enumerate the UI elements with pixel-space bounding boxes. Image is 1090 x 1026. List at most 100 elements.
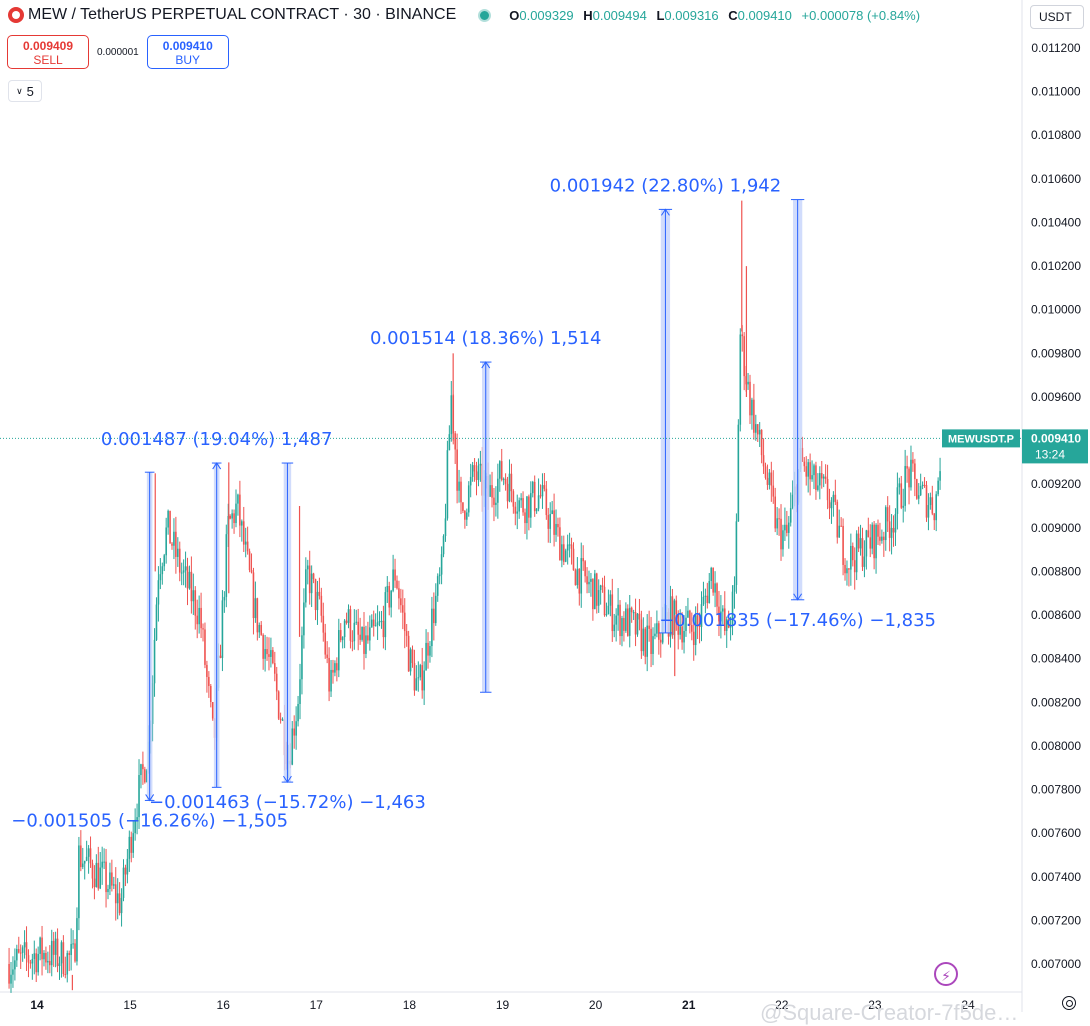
- candle-body: [155, 604, 158, 640]
- candle-body: [448, 434, 451, 451]
- candle-body: [908, 468, 910, 488]
- candle-body: [702, 596, 705, 605]
- candle-body: [467, 485, 470, 513]
- candle-body: [892, 527, 895, 533]
- candle-body: [336, 663, 338, 671]
- candle-body: [85, 856, 88, 861]
- candle-body: [883, 536, 885, 541]
- low-label: L: [656, 7, 665, 23]
- candle-body: [543, 485, 546, 489]
- candle-body: [95, 862, 98, 888]
- candle-body: [91, 863, 94, 879]
- candle-body: [56, 938, 59, 967]
- candle-body: [380, 620, 383, 622]
- candle-body: [130, 836, 133, 853]
- candle-body: [625, 608, 627, 631]
- candle-body: [828, 500, 831, 509]
- price-range-measure[interactable]: −0.001463 (−15.72%) −1,463: [149, 462, 426, 813]
- symbol-tag-label: MEWUSDT.P: [948, 433, 1014, 445]
- candle-body: [272, 650, 274, 664]
- price-range-measure[interactable]: 0.001487 (19.04%) 1,487: [101, 429, 333, 788]
- gear-icon[interactable]: [1062, 996, 1076, 1010]
- candle-body: [330, 669, 332, 692]
- candle-body: [320, 595, 323, 616]
- candle-body: [198, 607, 200, 625]
- candle-body: [456, 449, 458, 491]
- candle-body: [559, 527, 561, 561]
- candle-body: [557, 523, 559, 528]
- candle-body: [753, 399, 755, 433]
- candle-body: [111, 872, 113, 886]
- candle-body: [434, 595, 437, 624]
- candle-body: [450, 395, 453, 435]
- candle-body: [758, 429, 761, 435]
- candle-body: [277, 691, 280, 719]
- candle-body: [576, 568, 579, 586]
- lightning-icon[interactable]: ⚡: [934, 962, 958, 986]
- candle-body: [252, 572, 255, 619]
- candle-body: [623, 618, 625, 631]
- candle-body: [87, 848, 90, 857]
- price-range-measure[interactable]: 0.001514 (18.36%) 1,514: [370, 328, 602, 693]
- candle-body: [254, 598, 257, 619]
- candle-body: [588, 581, 590, 585]
- price-range-measure[interactable]: −0.001505 (−16.26%) −1,505: [11, 471, 288, 831]
- candle-body: [768, 472, 771, 485]
- indicators-toggle[interactable]: ∨ 5: [8, 80, 42, 102]
- price-range-measure[interactable]: −0.001835 (−17.46%) −1,835: [659, 199, 936, 631]
- candle-body: [378, 621, 381, 623]
- candle-body: [295, 721, 297, 736]
- candle-body: [904, 466, 906, 506]
- measure-arrow-head: [145, 794, 155, 802]
- candle-body: [188, 571, 191, 589]
- candle-body: [561, 544, 563, 561]
- candle-body: [239, 494, 241, 526]
- candle-body: [863, 556, 866, 567]
- candle-body: [208, 676, 210, 687]
- candle-body: [578, 568, 581, 594]
- candle-body: [747, 381, 749, 385]
- symbol-title[interactable]: MEW / TetherUS PERPETUAL CONTRACT · 30 ·…: [8, 6, 456, 24]
- candle-body: [921, 484, 924, 487]
- candle-body: [498, 461, 501, 479]
- price-tick-label: 0.008800: [1031, 564, 1081, 578]
- candle-body: [169, 510, 171, 544]
- candle-body: [774, 496, 777, 529]
- candle-body: [824, 476, 827, 479]
- measure-label: −0.001505 (−16.26%) −1,505: [11, 810, 288, 831]
- buy-button[interactable]: 0.009410 BUY: [146, 35, 229, 69]
- candle-body: [264, 649, 266, 659]
- candle-body: [411, 649, 414, 664]
- candle-body: [384, 592, 387, 638]
- sell-button[interactable]: 0.009409 SELL: [7, 35, 89, 69]
- candle-body: [869, 537, 872, 549]
- candle-body: [772, 485, 775, 497]
- time-tick-label: 18: [403, 998, 417, 1012]
- price-tick-label: 0.009800: [1031, 346, 1081, 360]
- measure-label: 0.001942 (22.80%) 1,942: [550, 175, 782, 196]
- candle-body: [902, 505, 905, 508]
- price-tick-label: 0.007400: [1031, 870, 1081, 884]
- candle-body: [175, 531, 177, 557]
- candle-body: [120, 897, 123, 914]
- price-range-measure[interactable]: 0.001942 (22.80%) 1,942: [550, 175, 782, 634]
- candle-body: [832, 494, 835, 503]
- currency-selector[interactable]: USDT: [1030, 5, 1084, 29]
- candle-body: [305, 569, 307, 603]
- price-tick-label: 0.010600: [1031, 172, 1081, 186]
- spread-value: 0.000001: [97, 46, 139, 58]
- candle-body: [370, 619, 373, 628]
- candle-body: [865, 530, 868, 557]
- buy-label: BUY: [175, 53, 201, 67]
- candle-body: [851, 545, 854, 561]
- candle-body: [776, 518, 778, 529]
- time-tick-label: 15: [123, 998, 137, 1012]
- candle-body: [619, 604, 621, 637]
- candle-body: [685, 617, 687, 631]
- time-tick-label: 21: [682, 998, 696, 1012]
- price-tick-label: 0.010200: [1031, 259, 1081, 273]
- change-value: +0.000078 (+0.84%): [801, 7, 921, 23]
- candle-body: [648, 625, 650, 629]
- candle-body: [322, 615, 325, 633]
